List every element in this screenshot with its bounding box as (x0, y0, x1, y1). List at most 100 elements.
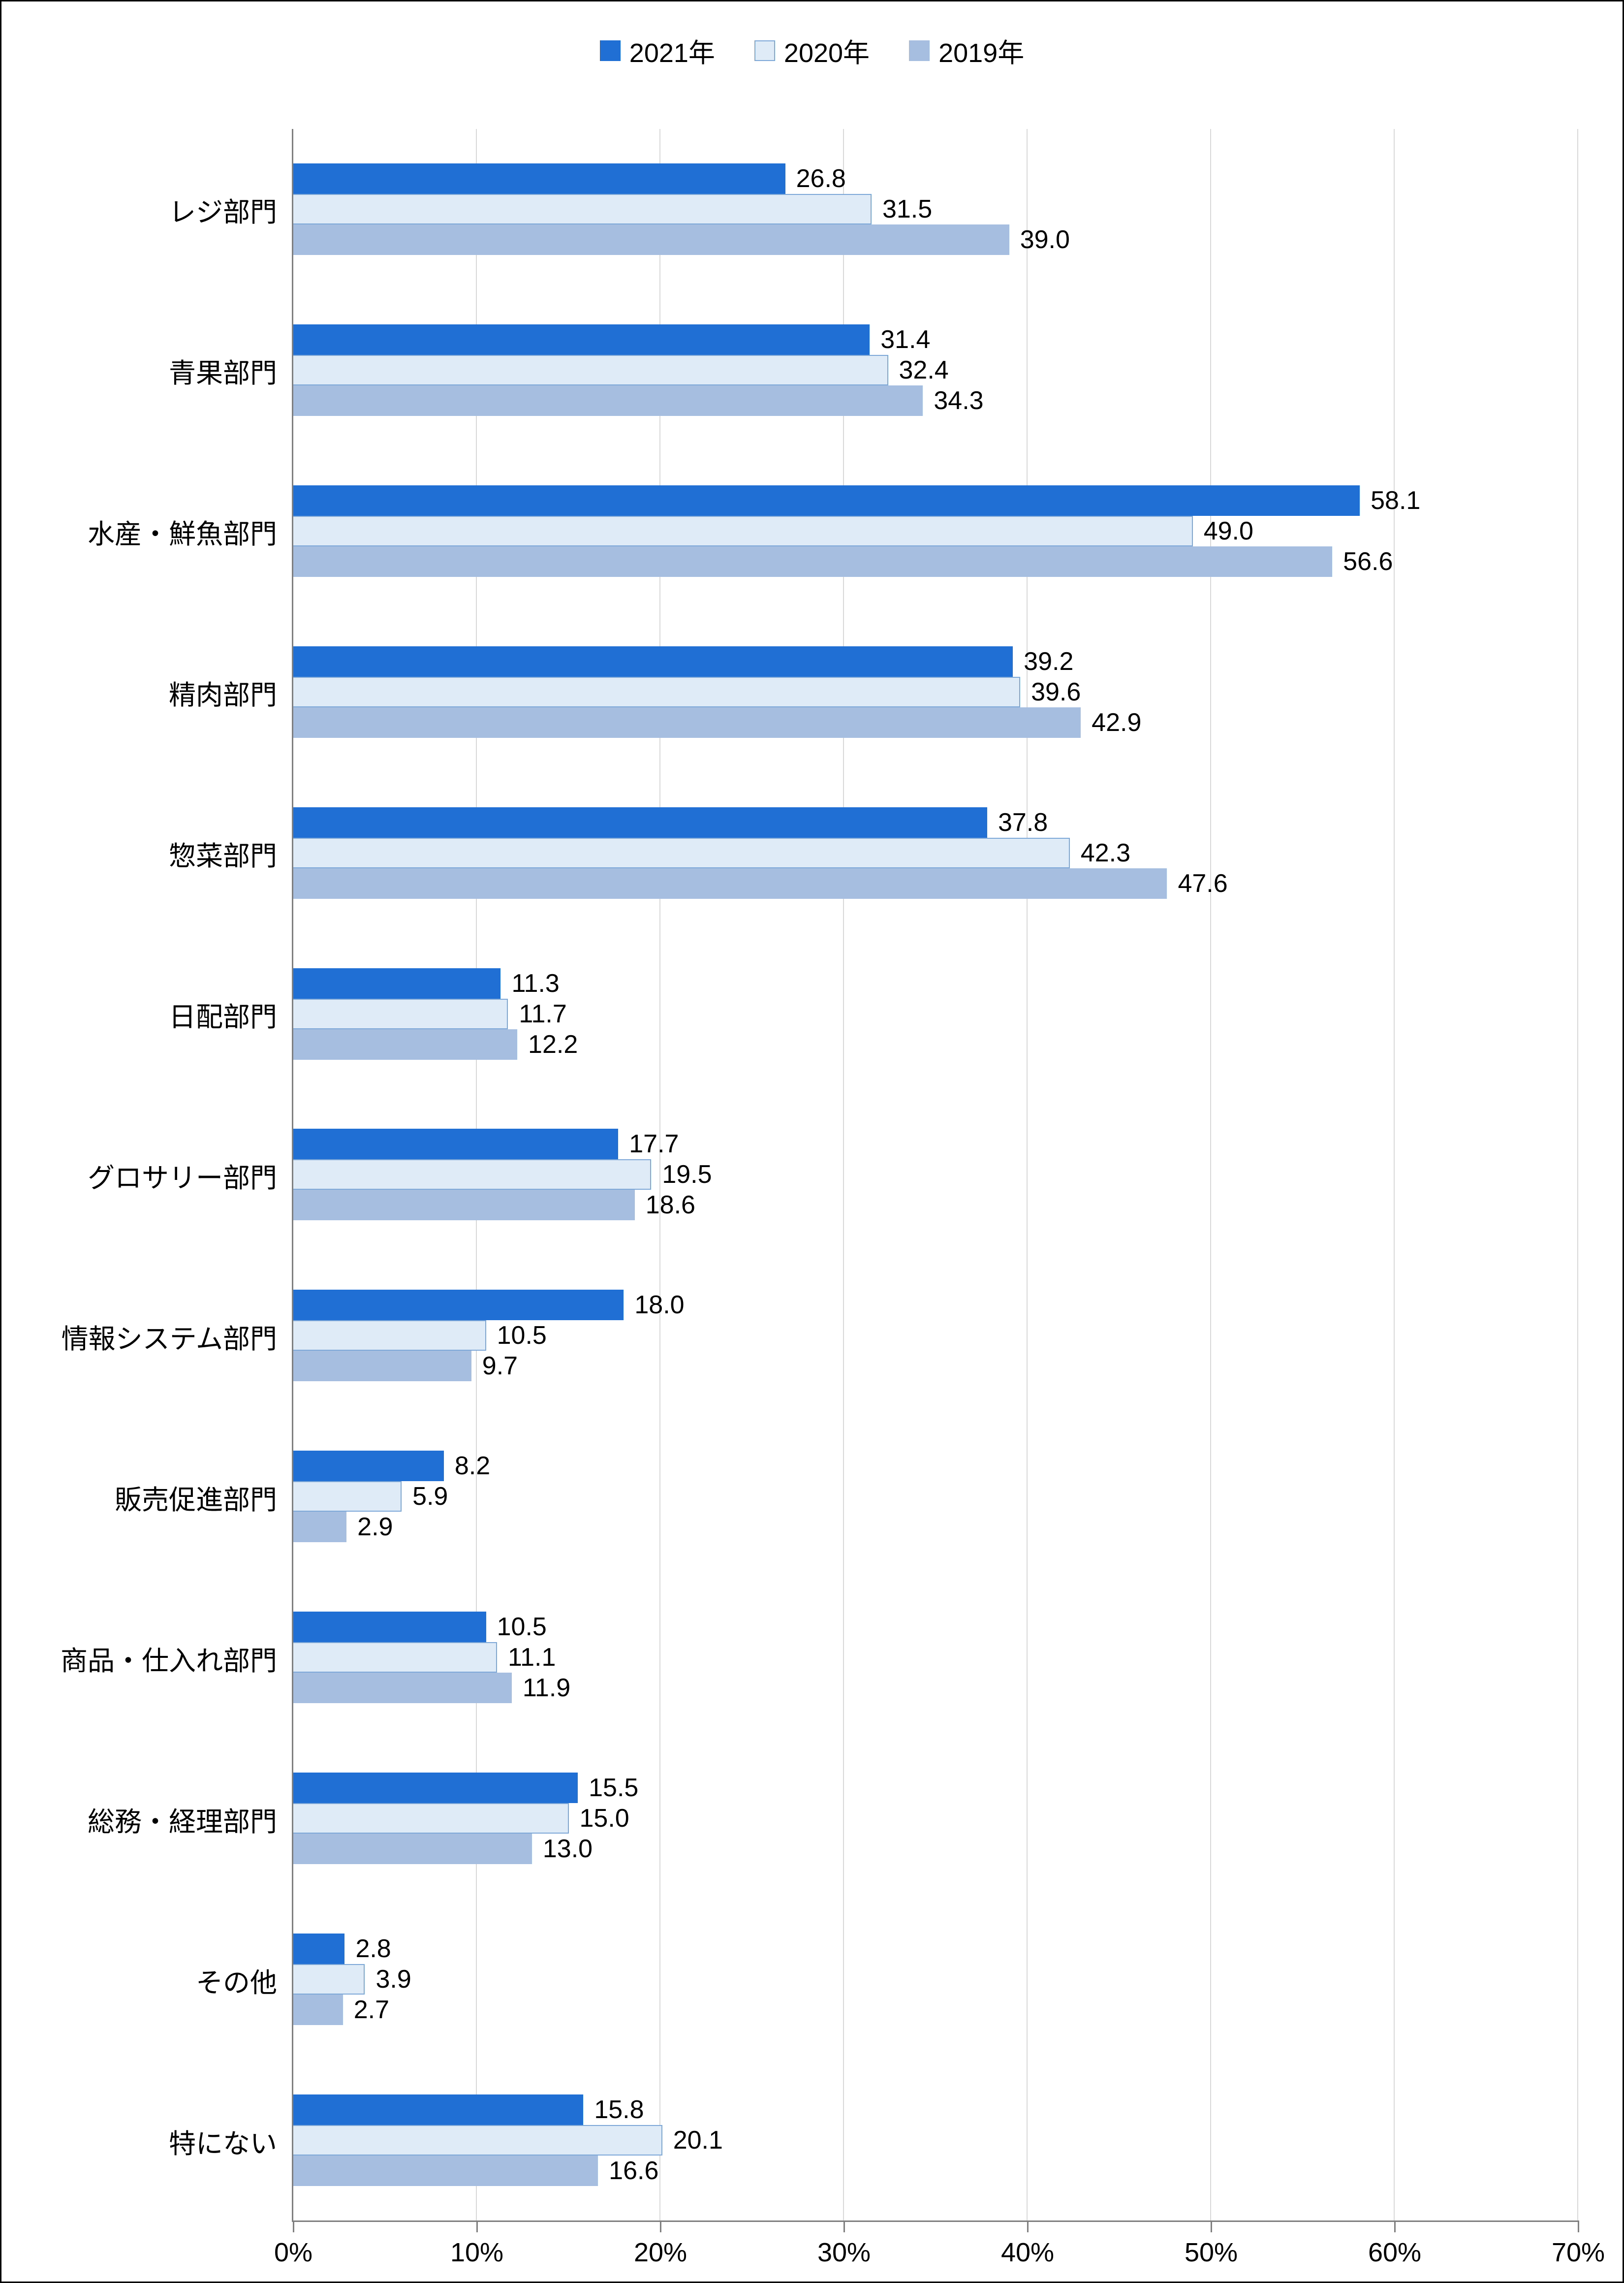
bar-value-label: 39.2 (1024, 647, 1073, 676)
bar-row: 3.9 (293, 1964, 1578, 1995)
category-group: 31.432.434.3 (293, 290, 1578, 451)
bar-value-label: 18.6 (646, 1190, 695, 1220)
bar (293, 2094, 583, 2125)
bar-value-label: 11.9 (523, 1673, 570, 1703)
bar (293, 1451, 444, 1481)
bar (293, 707, 1081, 738)
bar-row: 2.7 (293, 1995, 1578, 2025)
bar-row: 16.6 (293, 2156, 1578, 2186)
bar-row: 10.5 (293, 1612, 1578, 1642)
bar-row: 26.8 (293, 163, 1578, 194)
x-tick: 50% (1185, 2220, 1238, 2268)
bar (293, 838, 1070, 868)
bar (293, 1159, 651, 1190)
bar-row: 12.2 (293, 1029, 1578, 1060)
bar (293, 1934, 344, 1964)
x-tick: 70% (1552, 2220, 1605, 2268)
legend-swatch (754, 40, 775, 61)
bar-row: 9.7 (293, 1351, 1578, 1381)
x-tick-mark (660, 2220, 661, 2232)
bar-row: 13.0 (293, 1834, 1578, 1864)
category-label: レジ部門 (46, 129, 292, 290)
bar (293, 1995, 343, 2025)
bar-row: 18.6 (293, 1190, 1578, 1220)
bar-row: 8.2 (293, 1451, 1578, 1481)
category-label: グロサリー部門 (46, 1095, 292, 1256)
bar-value-label: 11.1 (508, 1643, 556, 1672)
bar-value-label: 9.7 (482, 1351, 518, 1381)
legend-swatch (909, 40, 930, 61)
bar-value-label: 2.7 (354, 1995, 389, 2025)
bar-value-label: 32.4 (899, 355, 949, 385)
plot-area: 26.831.539.031.432.434.358.149.056.639.2… (292, 129, 1578, 2222)
legend-swatch (600, 40, 621, 61)
bar-row: 11.3 (293, 968, 1578, 999)
x-tick: 60% (1368, 2220, 1421, 2268)
category-label: 惣菜部門 (46, 773, 292, 934)
bar-value-label: 42.9 (1092, 708, 1141, 737)
bar-value-label: 11.3 (511, 969, 559, 998)
bar-value-label: 58.1 (1371, 486, 1420, 515)
category-group: 26.831.539.0 (293, 129, 1578, 290)
bar-value-label: 34.3 (934, 386, 983, 415)
bar-row: 18.0 (293, 1290, 1578, 1320)
bar-value-label: 20.1 (673, 2125, 723, 2155)
x-tick-label: 60% (1368, 2237, 1421, 2268)
bar (293, 868, 1167, 899)
bar (293, 807, 987, 838)
x-axis: 0%10%20%30%40%50%60%70% (293, 2220, 1578, 2270)
bar-value-label: 31.4 (880, 325, 930, 354)
bar-value-label: 37.8 (998, 808, 1048, 837)
bar-row: 31.5 (293, 194, 1578, 224)
bar (293, 646, 1013, 677)
x-tick: 20% (634, 2220, 687, 2268)
bar (293, 355, 888, 385)
bar (293, 224, 1009, 255)
bar-value-label: 11.7 (519, 999, 566, 1029)
legend-label: 2020年 (784, 31, 870, 70)
bar-row: 11.9 (293, 1673, 1578, 1703)
bar-value-label: 8.2 (455, 1451, 490, 1481)
x-tick: 0% (274, 2220, 312, 2268)
bar (293, 677, 1020, 707)
category-label: 精肉部門 (46, 612, 292, 773)
bar-value-label: 18.0 (634, 1290, 684, 1320)
x-tick-mark (476, 2220, 478, 2232)
bar-value-label: 13.0 (543, 1834, 593, 1864)
bar (293, 2125, 662, 2156)
x-tick-mark (1578, 2220, 1579, 2232)
category-label: 情報システム部門 (46, 1256, 292, 1417)
bar-value-label: 15.5 (589, 1773, 638, 1803)
x-tick-mark (292, 2220, 294, 2232)
category-label: 水産・鮮魚部門 (46, 451, 292, 612)
legend-label: 2019年 (938, 31, 1024, 70)
x-tick-mark (1027, 2220, 1029, 2232)
bar (293, 324, 870, 355)
bar-value-label: 3.9 (375, 1965, 411, 1994)
category-group: 18.010.59.7 (293, 1255, 1578, 1416)
bars-region: 26.831.539.031.432.434.358.149.056.639.2… (293, 129, 1578, 2220)
legend-label: 2021年 (629, 31, 715, 70)
bar-row: 19.5 (293, 1159, 1578, 1190)
bar-row: 20.1 (293, 2125, 1578, 2156)
bar (293, 1129, 618, 1159)
bar-row: 34.3 (293, 385, 1578, 416)
category-label: 総務・経理部門 (46, 1739, 292, 1900)
category-group: 11.311.712.2 (293, 933, 1578, 1094)
x-tick-mark (1394, 2220, 1396, 2232)
bar-row: 17.7 (293, 1129, 1578, 1159)
category-group: 17.719.518.6 (293, 1094, 1578, 1255)
bar-value-label: 47.6 (1178, 869, 1227, 898)
bar-row: 10.5 (293, 1320, 1578, 1351)
category-label: 商品・仕入れ部門 (46, 1578, 292, 1739)
bar (293, 1673, 512, 1703)
bar (293, 1190, 635, 1220)
bar-row: 58.1 (293, 485, 1578, 516)
bar-row: 31.4 (293, 324, 1578, 355)
bar-row: 42.9 (293, 707, 1578, 738)
bar-row: 2.8 (293, 1934, 1578, 1964)
bar-value-label: 39.6 (1031, 677, 1081, 707)
bar-value-label: 15.0 (580, 1804, 629, 1833)
bar (293, 485, 1360, 516)
plot-wrapper: レジ部門青果部門水産・鮮魚部門精肉部門惣菜部門日配部門グロサリー部門情報システム… (46, 129, 1578, 2222)
